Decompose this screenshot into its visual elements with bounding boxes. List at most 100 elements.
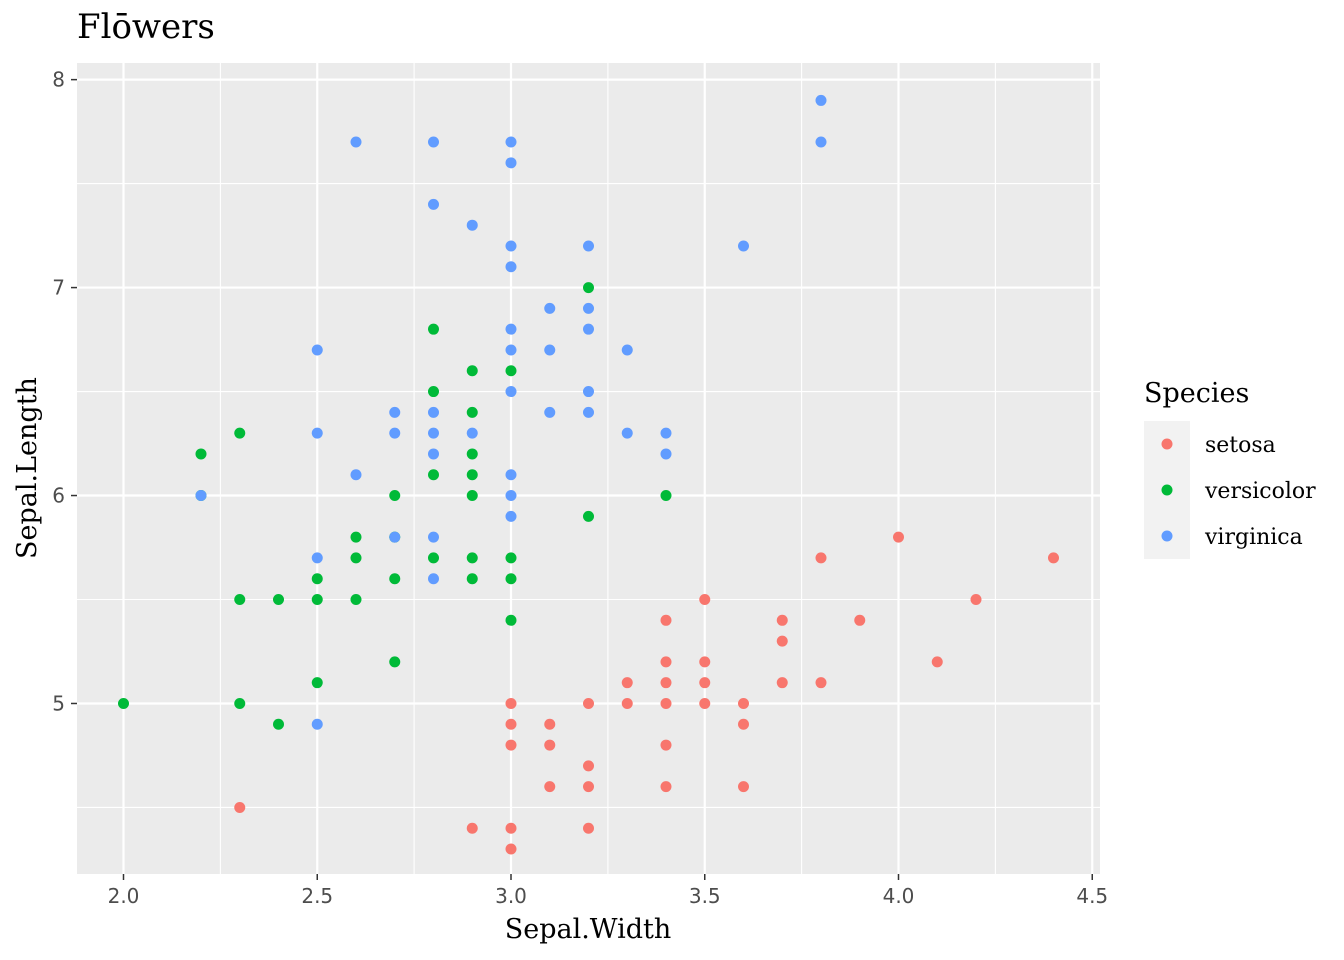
data-point-setosa [738, 781, 749, 793]
legend-label-virginica: virginica [1204, 525, 1303, 550]
x-tick-label: 3.5 [689, 884, 721, 908]
data-point-versicolor [505, 614, 517, 626]
data-point-versicolor [118, 697, 129, 709]
data-point-versicolor [428, 552, 439, 564]
data-point-virginica [505, 469, 517, 481]
data-point-virginica [350, 136, 362, 148]
data-point-setosa [544, 718, 556, 730]
legend: Species setosa versicolor virginica [1144, 378, 1316, 559]
data-point-setosa [660, 781, 672, 793]
series-setosa [234, 531, 1059, 855]
data-point-setosa [893, 531, 904, 543]
data-point-setosa [621, 677, 633, 689]
data-point-virginica [311, 552, 323, 564]
chart-title: Flōwers [77, 7, 215, 47]
data-point-versicolor [505, 573, 517, 585]
data-point-setosa [1048, 552, 1059, 564]
legend-label-setosa: setosa [1205, 433, 1276, 458]
data-point-setosa [505, 843, 517, 855]
data-point-virginica [505, 240, 517, 252]
data-point-virginica [738, 240, 749, 252]
data-point-versicolor [350, 594, 362, 606]
y-tick-label: 7 [52, 276, 65, 300]
data-point-virginica [544, 302, 556, 314]
data-point-versicolor [350, 531, 362, 543]
data-point-versicolor [428, 469, 439, 481]
data-point-setosa [660, 656, 672, 668]
data-point-versicolor [234, 427, 246, 439]
data-point-versicolor [505, 552, 517, 564]
data-point-versicolor [583, 282, 594, 294]
data-point-setosa [738, 697, 749, 709]
legend-swatch-virginica [1161, 530, 1173, 542]
data-point-versicolor [273, 718, 284, 730]
data-point-virginica [583, 323, 594, 335]
data-point-setosa [583, 781, 594, 793]
data-point-virginica [428, 136, 439, 148]
data-point-setosa [234, 801, 246, 813]
data-point-versicolor [311, 594, 323, 606]
data-point-virginica [583, 406, 594, 418]
data-point-setosa [660, 614, 672, 626]
series-virginica [195, 94, 827, 730]
data-point-virginica [505, 261, 517, 273]
data-point-versicolor [273, 594, 284, 606]
data-point-virginica [350, 469, 362, 481]
data-points [118, 94, 1059, 855]
data-point-setosa [466, 822, 478, 834]
data-point-setosa [970, 594, 982, 606]
data-point-versicolor [195, 448, 207, 460]
data-point-setosa [699, 594, 711, 606]
data-point-versicolor [466, 406, 478, 418]
x-tick-label: 4.5 [1076, 884, 1108, 908]
data-point-setosa [660, 677, 672, 689]
data-point-setosa [505, 718, 517, 730]
data-point-versicolor [466, 573, 478, 585]
data-point-setosa [699, 656, 711, 668]
x-axis-title: Sepal.Width [505, 914, 672, 945]
data-point-virginica [621, 427, 633, 439]
data-point-virginica [505, 386, 517, 398]
data-point-versicolor [466, 490, 478, 502]
legend-title: Species [1144, 378, 1249, 409]
x-tick-label: 3.0 [495, 884, 527, 908]
data-point-setosa [815, 552, 827, 564]
data-point-versicolor [583, 510, 594, 522]
y-tick-label: 6 [52, 484, 65, 508]
data-point-setosa [660, 697, 672, 709]
data-point-virginica [428, 531, 439, 543]
data-point-virginica [583, 302, 594, 314]
data-point-setosa [583, 697, 594, 709]
axes: 2.0 2.5 3.0 3.5 4.0 4.5 5 6 7 8 [52, 68, 1108, 908]
data-point-virginica [466, 427, 478, 439]
y-tick-label: 5 [52, 691, 65, 715]
data-point-setosa [699, 697, 711, 709]
data-point-virginica [428, 427, 439, 439]
data-point-virginica [466, 219, 478, 231]
data-point-setosa [931, 656, 943, 668]
data-point-versicolor [389, 656, 401, 668]
data-point-versicolor [428, 323, 439, 335]
data-point-versicolor [389, 573, 401, 585]
data-point-virginica [505, 344, 517, 356]
data-point-setosa [776, 614, 788, 626]
data-point-versicolor [234, 697, 246, 709]
data-point-virginica [311, 427, 323, 439]
data-point-virginica [583, 386, 594, 398]
data-point-virginica [505, 323, 517, 335]
data-point-setosa [544, 739, 556, 751]
data-point-setosa [660, 739, 672, 751]
data-point-versicolor [466, 469, 478, 481]
data-point-virginica [621, 344, 633, 356]
plot-panel [77, 63, 1100, 874]
data-point-virginica [428, 573, 439, 585]
data-point-virginica [195, 490, 207, 502]
data-point-virginica [428, 198, 439, 210]
legend-label-versicolor: versicolor [1204, 479, 1316, 504]
data-point-setosa [776, 635, 788, 647]
data-point-versicolor [466, 552, 478, 564]
data-point-versicolor [428, 386, 439, 398]
data-point-setosa [583, 822, 594, 834]
data-point-setosa [505, 822, 517, 834]
